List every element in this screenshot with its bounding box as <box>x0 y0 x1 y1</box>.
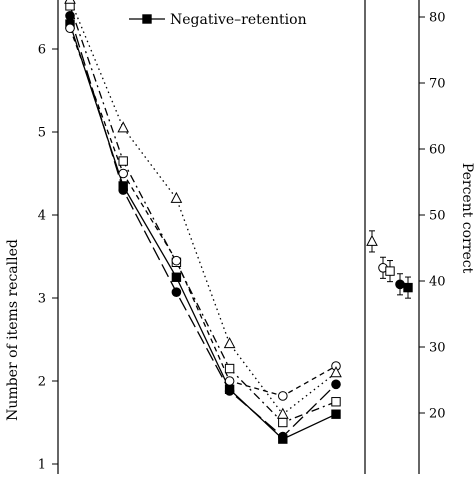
right-y-tick-label: 30 <box>429 341 446 356</box>
data-point-s3 <box>118 156 128 166</box>
left-y-tick-label: 3 <box>38 292 46 307</box>
data-point-s2 <box>171 287 182 297</box>
accuracy-point-s2 <box>395 279 405 290</box>
series-line-s2 <box>69 15 337 438</box>
data-point-s2 <box>118 185 128 195</box>
data-point-s5 <box>117 121 130 133</box>
left-y-tick-label: 1 <box>38 458 46 473</box>
left-y-tick-label: 4 <box>38 209 46 224</box>
data-point-s3 <box>224 363 235 374</box>
data-point-s4 <box>278 391 288 401</box>
right-y-tick-label: 70 <box>429 77 446 92</box>
series-line-s1 <box>69 23 337 440</box>
series-line-s4 <box>69 28 337 397</box>
left-y-axis-title: Number of items recalled <box>5 239 21 421</box>
data-point-s2 <box>65 11 75 21</box>
right-y-tick-label: 20 <box>429 407 446 422</box>
data-point-s2 <box>224 386 235 396</box>
data-point-s5 <box>64 0 76 4</box>
right-y-tick-label: 80 <box>429 11 446 26</box>
data-point-s4 <box>118 168 128 179</box>
left-y-tick-label: 2 <box>38 375 46 390</box>
data-point-s1 <box>171 272 182 282</box>
data-point-s5 <box>170 191 183 203</box>
left-y-tick-label: 5 <box>38 126 46 141</box>
right-y-tick-label: 40 <box>429 275 446 290</box>
data-point-s3 <box>331 397 341 407</box>
data-point-s5 <box>276 407 289 419</box>
data-point-s4 <box>65 23 75 34</box>
right-y-tick-label: 50 <box>429 209 446 224</box>
data-point-s2 <box>331 379 341 390</box>
legend-marker <box>142 14 152 24</box>
data-point-s1 <box>331 409 341 419</box>
accuracy-point-s5 <box>366 234 378 246</box>
series-line-s3 <box>69 5 337 424</box>
accuracy-point-s1 <box>403 282 413 293</box>
data-point-s3 <box>278 417 288 428</box>
data-point-s5 <box>223 337 236 349</box>
series-line-s5 <box>69 0 337 416</box>
data-point-s4 <box>224 376 235 386</box>
right-y-axis-title: Percent correct <box>459 163 474 274</box>
right-y-tick-label: 60 <box>429 143 446 158</box>
legend-label: Negative–retention <box>170 12 307 28</box>
data-point-s4 <box>171 255 182 266</box>
accuracy-point-s3 <box>385 266 395 276</box>
data-point-s2 <box>278 431 288 442</box>
left-y-tick-label: 6 <box>38 43 46 58</box>
data-point-s5 <box>330 366 342 378</box>
